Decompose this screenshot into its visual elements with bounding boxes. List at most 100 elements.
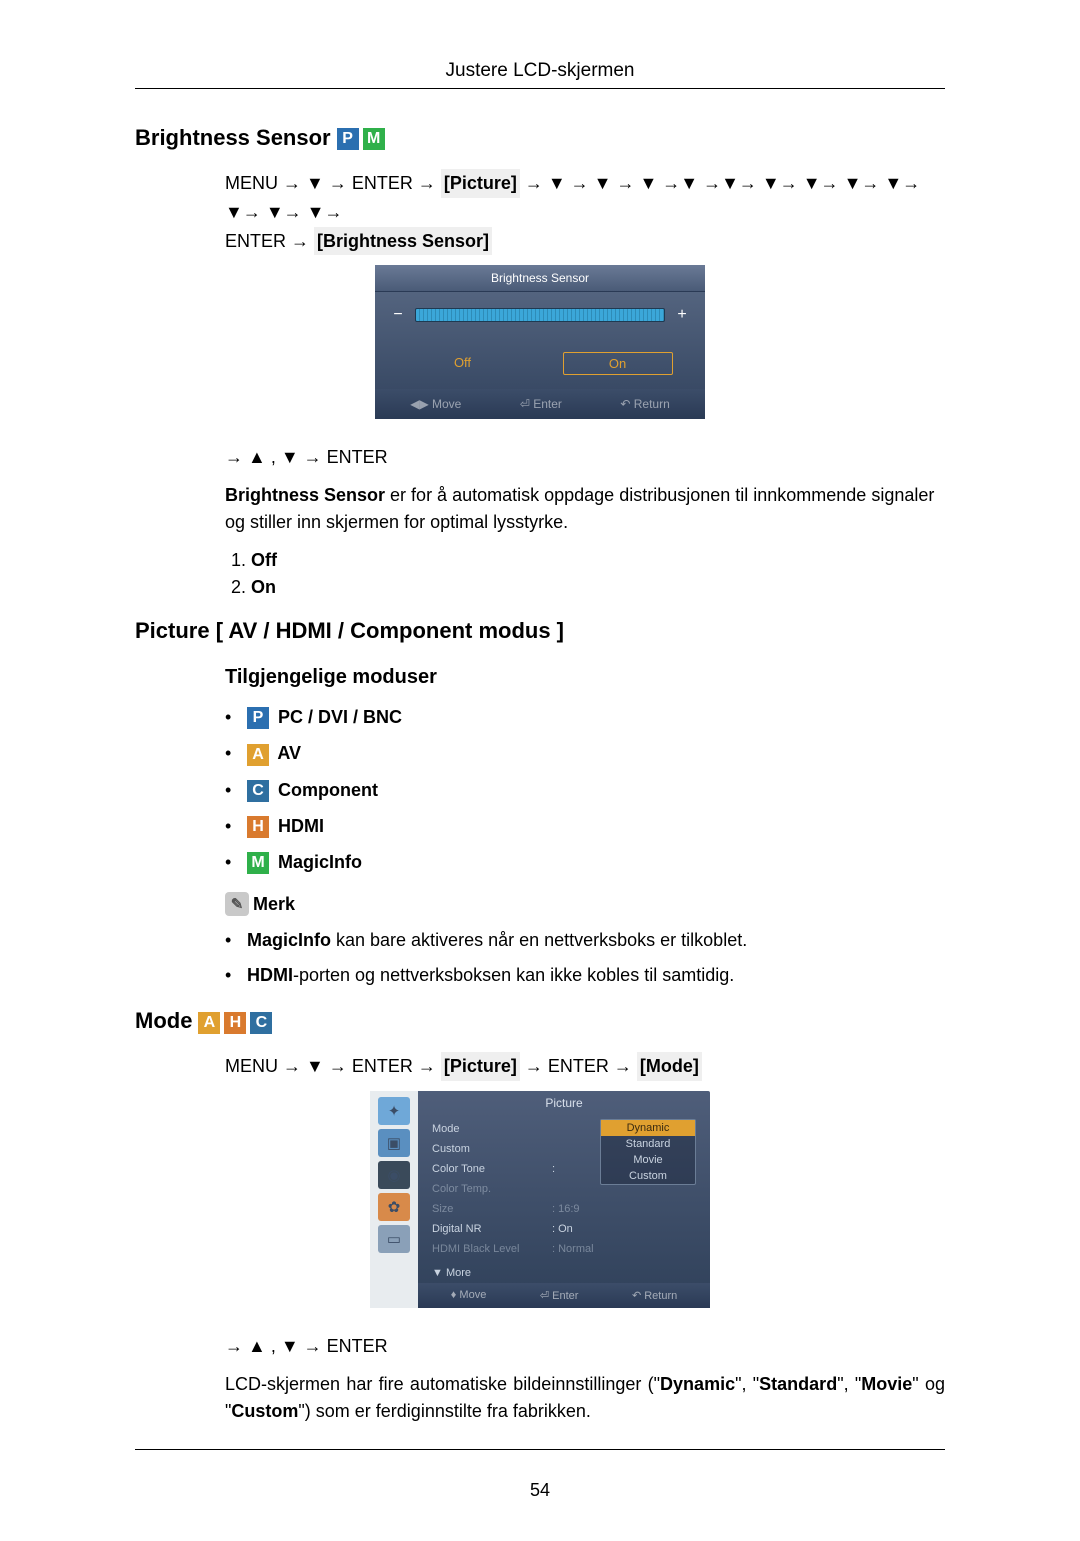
section3-menu-path: MENU → ▼ → ENTER → [Picture] → ENTER → [… bbox=[225, 1052, 945, 1081]
document-page: Justere LCD-skjermen Brightness Sensor P… bbox=[0, 0, 1080, 1541]
mode-label: HDMI bbox=[273, 816, 324, 836]
osd-row: HDMI Black Level: Normal bbox=[432, 1239, 702, 1259]
path3-mid: → ENTER → bbox=[520, 1056, 637, 1076]
d3-b1: Dynamic bbox=[660, 1374, 735, 1394]
path-text: MENU → ▼ → ENTER → bbox=[225, 173, 441, 193]
plus-icon[interactable]: + bbox=[675, 306, 689, 324]
path3-label1: [Picture] bbox=[441, 1052, 520, 1081]
desc-bold: Brightness Sensor bbox=[225, 485, 385, 505]
section3-title-text: Mode bbox=[135, 1008, 192, 1034]
osd-label: Size bbox=[432, 1203, 552, 1215]
m-mode-icon: M bbox=[247, 852, 269, 874]
section1-title: Brightness Sensor PM bbox=[135, 125, 945, 151]
osd-row: Size: 16:9 bbox=[432, 1199, 702, 1219]
d3-m2: ", " bbox=[837, 1374, 861, 1394]
mode-item: H HDMI bbox=[225, 816, 945, 838]
osd-side-icon[interactable]: ▣ bbox=[378, 1129, 410, 1157]
d3-m1: ", " bbox=[735, 1374, 759, 1394]
section2-title: Picture [ AV / HDMI / Component modus ] bbox=[135, 618, 945, 644]
section3-nav-after: → ▲ , ▼ → ENTER bbox=[225, 1332, 945, 1361]
note-icon: ✎ bbox=[225, 892, 249, 916]
h-mode-icon: H bbox=[224, 1012, 246, 1034]
osd1-options: Off On bbox=[375, 338, 705, 389]
osd1-enter: ⏎ Enter bbox=[520, 397, 562, 411]
osd-side-icon[interactable]: ◉ bbox=[378, 1161, 410, 1189]
notes-list: MagicInfo kan bare aktiveres når en nett… bbox=[225, 930, 945, 986]
dropdown-item[interactable]: Dynamic bbox=[601, 1120, 695, 1136]
path-prefix2: ENTER → bbox=[225, 231, 314, 251]
mode-item: C Component bbox=[225, 780, 945, 802]
section1-options-list: Off On bbox=[251, 550, 945, 598]
dropdown-item[interactable]: Custom bbox=[601, 1168, 695, 1184]
osd-side-icon[interactable]: ▭ bbox=[378, 1225, 410, 1253]
list-item: On bbox=[251, 577, 945, 598]
osd2-more[interactable]: ▼ More bbox=[418, 1263, 710, 1283]
osd1-on[interactable]: On bbox=[563, 352, 673, 375]
osd2-body: ModeDynamicStandardMovieCustomCustomColo… bbox=[418, 1115, 710, 1263]
osd2-container: ✦ ▣ ◉ ✿ ▭ Picture ModeDynamicStandardMovieCu… bbox=[135, 1091, 945, 1308]
mode-label: MagicInfo bbox=[273, 852, 362, 872]
mode-item: A AV bbox=[225, 743, 945, 765]
picture-osd: ✦ ▣ ◉ ✿ ▭ Picture ModeDynamicStandardMovieCu… bbox=[370, 1091, 710, 1308]
osd-side-icon[interactable]: ✦ bbox=[378, 1097, 410, 1125]
footer-rule bbox=[135, 1449, 945, 1450]
page-header: Justere LCD-skjermen bbox=[135, 60, 945, 82]
osd-row: Digital NR: On bbox=[432, 1219, 702, 1239]
osd-value: : Normal bbox=[552, 1243, 702, 1255]
header-rule bbox=[135, 88, 945, 89]
m-mode-icon: M bbox=[363, 128, 385, 150]
section1-description: Brightness Sensor er for å automatisk op… bbox=[225, 482, 945, 536]
c-mode-icon: C bbox=[247, 780, 269, 802]
osd1-footer: ◀▶ Move ⏎ Enter ↶ Return bbox=[375, 389, 705, 419]
osd2-footer: ♦ Move ⏎ Enter ↶ Return bbox=[418, 1283, 710, 1308]
brightness-sensor-osd: Brightness Sensor − + Off On ◀▶ Move ⏎ E… bbox=[375, 265, 705, 419]
page-number: 54 bbox=[135, 1480, 945, 1501]
minus-icon[interactable]: − bbox=[391, 306, 405, 324]
osd2-title: Picture bbox=[418, 1091, 710, 1115]
d3-post: ") som er ferdiginnstilte fra fabrikken. bbox=[298, 1401, 591, 1421]
section3-description: LCD-skjermen har fire automatiske bildei… bbox=[225, 1371, 945, 1425]
osd-label: Digital NR bbox=[432, 1223, 552, 1235]
d3-b2: Standard bbox=[759, 1374, 837, 1394]
p-mode-icon: P bbox=[247, 707, 269, 729]
d3-b4: Custom bbox=[231, 1401, 298, 1421]
osd-side-icon[interactable]: ✿ bbox=[378, 1193, 410, 1221]
osd-value: : On bbox=[552, 1223, 702, 1235]
osd1-slider-row: − + bbox=[375, 292, 705, 338]
path-label1: [Picture] bbox=[441, 169, 520, 198]
osd-label: HDMI Black Level bbox=[432, 1243, 552, 1255]
mode-item: M MagicInfo bbox=[225, 852, 945, 874]
dropdown-item[interactable]: Movie bbox=[601, 1152, 695, 1168]
mode-dropdown[interactable]: DynamicStandardMovieCustom bbox=[600, 1119, 696, 1185]
mode-item: P PC / DVI / BNC bbox=[225, 707, 945, 729]
path3-prefix: MENU → ▼ → ENTER → bbox=[225, 1056, 441, 1076]
p-mode-icon: P bbox=[337, 128, 359, 150]
h-mode-icon: H bbox=[247, 816, 269, 838]
osd1-return: ↶ Return bbox=[620, 397, 669, 411]
dropdown-item[interactable]: Standard bbox=[601, 1136, 695, 1152]
path3-label2: [Mode] bbox=[637, 1052, 702, 1081]
list-item: Off bbox=[251, 550, 945, 571]
mode-label: Component bbox=[273, 780, 378, 800]
osd1-move: ◀▶ Move bbox=[410, 397, 461, 411]
note-heading: ✎ Merk bbox=[225, 892, 945, 916]
note-item: MagicInfo kan bare aktiveres når en nett… bbox=[225, 930, 945, 951]
osd1-slider[interactable] bbox=[415, 308, 665, 322]
osd1-off[interactable]: Off bbox=[408, 352, 518, 375]
path-label2: [Brightness Sensor] bbox=[314, 227, 492, 256]
a-mode-icon: A bbox=[198, 1012, 220, 1034]
section2-subtitle: Tilgjengelige moduser bbox=[225, 666, 945, 689]
section1-title-text: Brightness Sensor bbox=[135, 125, 331, 151]
osd2-main: Picture ModeDynamicStandardMovieCustomCu… bbox=[418, 1091, 710, 1308]
mode-label: AV bbox=[273, 743, 301, 763]
available-modes-list: P PC / DVI / BNCA AVC ComponentH HDMIM M… bbox=[225, 707, 945, 874]
d3-pre: LCD-skjermen har fire automatiske bildei… bbox=[225, 1374, 660, 1394]
osd2-move: ♦ Move bbox=[451, 1289, 487, 1302]
section1-nav-after: → ▲ , ▼ → ENTER bbox=[225, 443, 945, 472]
a-mode-icon: A bbox=[247, 744, 269, 766]
osd2-sidebar: ✦ ▣ ◉ ✿ ▭ bbox=[370, 1091, 418, 1308]
osd1-container: Brightness Sensor − + Off On ◀▶ Move ⏎ E… bbox=[135, 265, 945, 419]
section1-menu-path: MENU → ▼ → ENTER → [Picture] → ▼ → ▼ → ▼… bbox=[225, 169, 945, 255]
c-mode-icon: C bbox=[250, 1012, 272, 1034]
osd1-title: Brightness Sensor bbox=[375, 265, 705, 292]
